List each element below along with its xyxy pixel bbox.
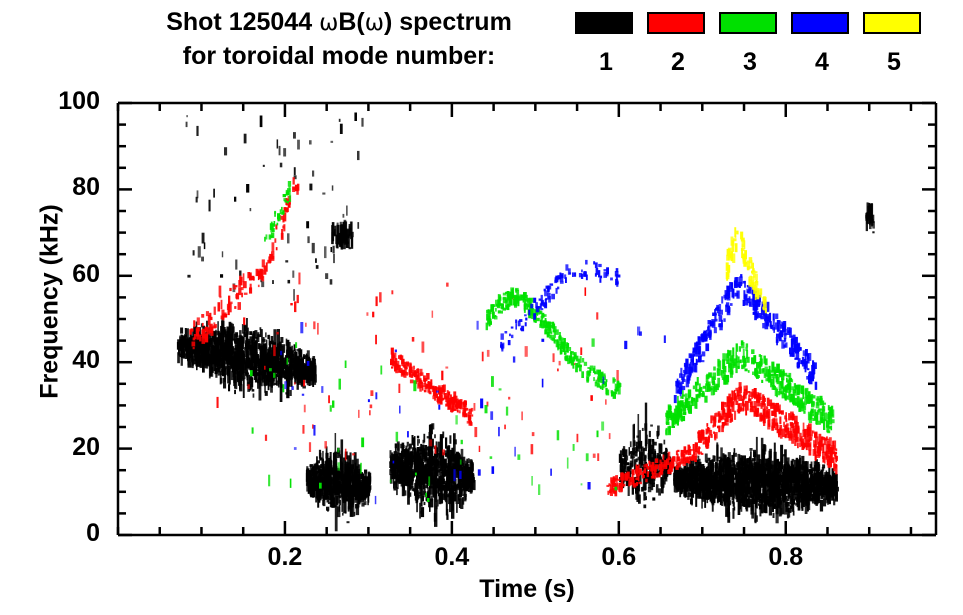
x-tick-label: 0.6 (601, 543, 637, 571)
x-tick-label: 0.4 (434, 543, 470, 571)
legend-swatch-4 (791, 12, 849, 34)
legend-item-1[interactable]: 1 (575, 12, 637, 75)
spectrogram-data-layer (176, 112, 875, 532)
legend-label-3: 3 (743, 48, 757, 76)
legend-swatch-1 (575, 12, 633, 34)
title-spectrum-text: ) spectrum (383, 8, 512, 36)
legend-label-4: 4 (815, 48, 829, 76)
legend-item-4[interactable]: 4 (791, 12, 853, 75)
legend: 1 2 3 4 5 (575, 12, 955, 87)
x-tick-label: 0.2 (267, 543, 303, 571)
legend-item-2[interactable]: 2 (647, 12, 709, 75)
omega-glyph-1: ω (319, 10, 339, 36)
y-tick-label: 60 (72, 259, 100, 288)
axis-layer (116, 101, 938, 537)
y-tick-label: 80 (72, 173, 100, 202)
chart-title: Shot 125044 ωB(ω) spectrum for toroidal … (104, 6, 574, 73)
title-b-open: B( (338, 8, 365, 36)
y-tick-label: 40 (72, 346, 100, 375)
legend-label-1: 1 (599, 48, 613, 76)
y-tick-label: 20 (72, 432, 100, 461)
x-axis-label: Time (s) (479, 575, 575, 603)
legend-label-2: 2 (671, 48, 685, 76)
omega-glyph-2: ω (364, 10, 384, 36)
legend-swatch-2 (647, 12, 705, 34)
legend-item-5[interactable]: 5 (863, 12, 925, 75)
chart-title-line-1: Shot 125044 ωB(ω) spectrum (104, 6, 574, 40)
y-tick-label: 100 (58, 87, 100, 115)
y-axis-label: Frequency (kHz) (35, 204, 64, 399)
legend-swatch-5 (863, 12, 921, 34)
x-tick-label: 0.8 (768, 543, 804, 571)
chart-title-line-2: for toroidal mode number: (182, 42, 496, 70)
legend-label-5: 5 (887, 48, 901, 76)
legend-item-3[interactable]: 3 (719, 12, 781, 75)
y-tick-label: 0 (86, 519, 100, 547)
title-shot-text: Shot 125044 (166, 8, 320, 36)
legend-swatch-3 (719, 12, 777, 34)
